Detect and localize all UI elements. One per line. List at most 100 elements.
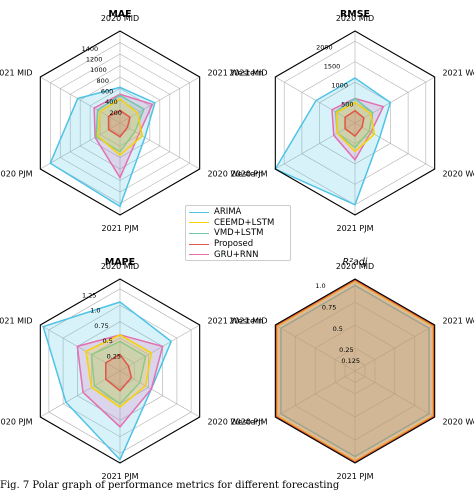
axis-label: 2020 PJM: [0, 170, 33, 179]
grid-spoke: [119, 324, 200, 372]
radar-chart-mae: 200 400 600 800 1000 1200 1400 2020 MID 2021 Wes…: [0, 9, 263, 233]
grid-spoke: [275, 76, 356, 124]
grid-spoke: [354, 370, 435, 418]
axis-label: 2020 PJM: [0, 418, 33, 427]
chart-title: MAE: [108, 9, 131, 20]
chart-title: RMSE: [340, 9, 370, 20]
axis-label: 2021 MID: [229, 69, 267, 78]
series-proposed: [344, 109, 365, 138]
radar-chart-r-adj: 0.125 0.25 0.5 0.75 1.0 2020 MID 2021 Western 2…: [229, 257, 474, 481]
legend-label-vmd-lstm: VMD+LSTM: [214, 228, 264, 239]
axis-label: 2020 MID: [101, 14, 139, 23]
legend-swatch-ceemd-lstm: [189, 222, 209, 224]
legend-item-arima: ARIMA: [189, 207, 287, 218]
radial-tick-label: 800: [97, 77, 109, 85]
axis-label: 2021 MID: [0, 69, 33, 78]
legend-label-gru-rnn: GRU+RNN: [214, 249, 259, 260]
grid-spoke: [354, 324, 435, 372]
axis-label: 2020 MID: [336, 262, 374, 271]
legend-label-proposed: Proposed: [214, 239, 254, 250]
series-ceemd-lstm: [96, 97, 144, 157]
grid-spoke: [275, 324, 356, 372]
legend-item-proposed: Proposed: [189, 239, 287, 250]
radar-frame: [274, 278, 436, 464]
radial-tick-label: 1200: [86, 56, 103, 64]
axis-label: 2021 Western: [442, 317, 474, 326]
axis-label: 2020 PJM: [231, 170, 268, 179]
radial-tick-label: 500: [341, 101, 353, 109]
axis-label: 2021 Western: [442, 69, 474, 78]
radial-tick-label: 2000: [316, 44, 333, 52]
series-vmd-lstm: [90, 340, 147, 405]
radar-frame: [274, 30, 436, 216]
radial-tick-label: 1000: [90, 66, 107, 74]
radial-tick-label: 400: [105, 98, 117, 106]
grid-spoke: [119, 76, 200, 124]
grid-spoke: [40, 76, 121, 124]
radial-tick-label: 0.5: [333, 325, 343, 333]
legend-item-vmd-lstm: VMD+LSTM: [189, 228, 287, 239]
radial-tick-label: 0.75: [322, 304, 336, 312]
radial-tick-label: 200: [109, 109, 121, 117]
series-ceemd-lstm: [276, 279, 434, 463]
radial-tick-label: 0.25: [107, 352, 121, 360]
series-ceemd-lstm: [85, 334, 153, 409]
axis-label: 2021 MID: [0, 317, 33, 326]
legend-label-arima: ARIMA: [214, 207, 242, 218]
series-gru-rnn: [76, 334, 164, 428]
legend-swatch-vmd-lstm: [189, 232, 209, 234]
legend-item-gru-rnn: GRU+RNN: [189, 249, 287, 260]
radar-chart-mape: 0.25 0.5 0.75 1.0 1.25 2020 MID 2021 Western 20…: [0, 257, 263, 481]
axis-label: 2021 Western: [207, 69, 263, 78]
series-arima: [280, 284, 430, 458]
figure-caption: Fig. 7 Polar graph of performance metric…: [0, 480, 340, 491]
radial-tick-label: 600: [101, 88, 113, 96]
axis-label: 2021 PJM: [102, 472, 139, 481]
legend: ARIMA CEEMD+LSTM VMD+LSTM Proposed GRU+R…: [185, 205, 291, 261]
grid-spoke: [40, 122, 121, 170]
radial-tick-label: 0.5: [103, 337, 113, 345]
chart-title: MAPE: [105, 257, 135, 268]
axis-label: 2021 Western: [207, 317, 263, 326]
legend-swatch-gru-rnn: [189, 254, 209, 256]
radial-tick-label: 1400: [82, 45, 99, 53]
series-proposed: [107, 109, 131, 138]
axis-label: 2020 Western: [207, 418, 263, 427]
axis-label: 2020 PJM: [231, 418, 268, 427]
radar-chart-rmse: 500 1000 1500 2000 2020 MID 2021 Western 2020 …: [229, 9, 474, 233]
axis-label: 2021 PJM: [102, 224, 139, 233]
legend-item-ceemd-lstm: CEEMD+LSTM: [189, 218, 287, 229]
axis-label: 2020 Western: [207, 170, 263, 179]
grid-spoke: [354, 76, 435, 124]
axis-label: 2020 MID: [101, 262, 139, 271]
axis-label: 2020 MID: [336, 14, 374, 23]
radial-tick-label: 1.0: [315, 282, 325, 290]
series-arima: [274, 77, 392, 206]
axis-label: 2020 Western: [442, 418, 474, 427]
legend-label-ceemd-lstm: CEEMD+LSTM: [214, 217, 275, 228]
grid-spoke: [275, 370, 356, 418]
radial-tick-label: 1.0: [90, 307, 100, 315]
radial-tick-label: 1.25: [82, 291, 96, 299]
series-vmd-lstm: [95, 94, 145, 153]
radial-tick-label: 0.125: [341, 357, 360, 365]
axis-label: 2020 Western: [442, 170, 474, 179]
grid-spoke: [275, 122, 356, 170]
legend-swatch-arima: [189, 211, 209, 213]
series-ceemd-lstm: [335, 101, 376, 153]
grid-spoke: [119, 370, 200, 418]
grid-spoke: [354, 122, 435, 170]
grid-spoke: [40, 324, 121, 372]
radar-frame: [39, 30, 201, 216]
radar-frame: [39, 278, 201, 464]
series-proposed: [105, 353, 133, 392]
series-proposed: [275, 279, 435, 463]
radial-tick-label: 0.25: [339, 346, 353, 354]
grid-spoke: [119, 122, 200, 170]
radial-tick-label: 0.75: [94, 322, 108, 330]
radial-tick-label: 1000: [331, 82, 348, 90]
axis-label: 2021 PJM: [337, 472, 374, 481]
series-vmd-lstm: [334, 97, 374, 149]
radial-tick-label: 1500: [324, 63, 341, 71]
